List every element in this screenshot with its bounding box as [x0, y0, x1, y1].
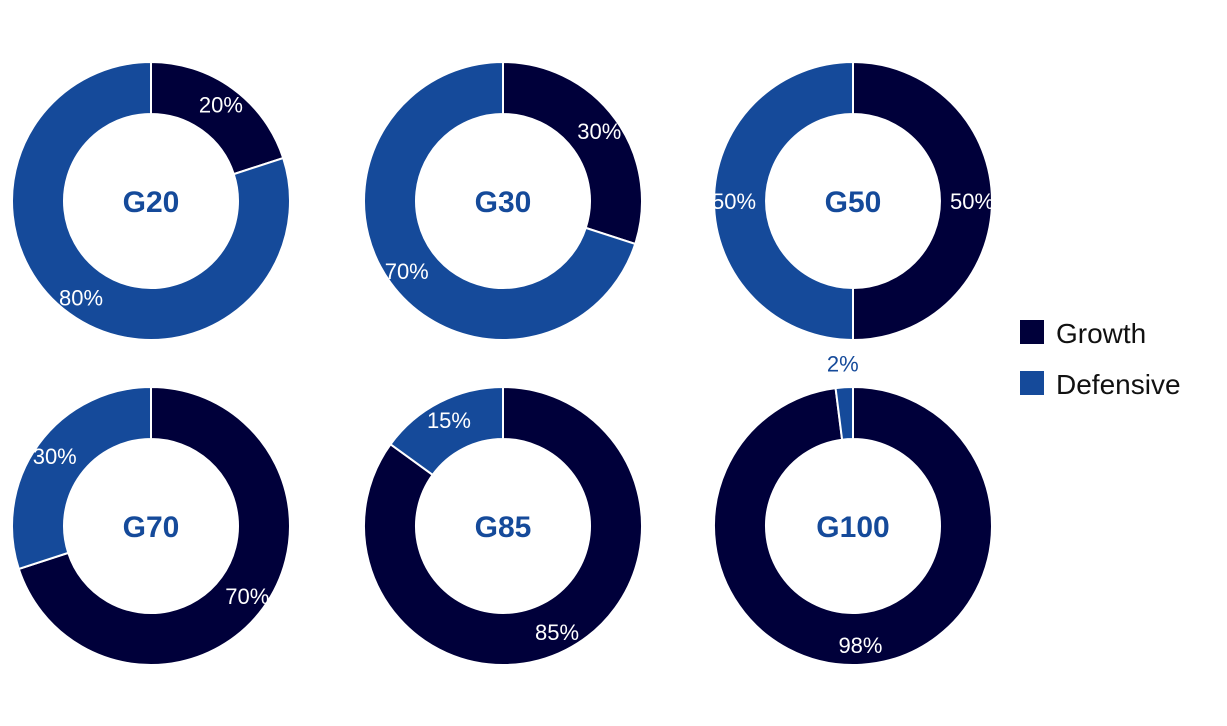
slice-label-g85-defensive: 15% — [427, 408, 471, 433]
donut-g100: 98% 2% G100 — [713, 351, 993, 666]
slice-g85-growth — [363, 385, 643, 666]
slice-label-g30-growth: 30% — [577, 119, 621, 144]
slice-label-g50-defensive: 50% — [712, 189, 756, 214]
slice-label-g50-growth: 50% — [950, 189, 994, 214]
slice-label-g100-defensive: 2% — [827, 351, 859, 376]
slice-label-g30-defensive: 70% — [385, 259, 429, 284]
slice-g50-growth — [852, 60, 993, 342]
legend-item-defensive: Defensive — [1020, 369, 1181, 400]
legend-swatch-defensive — [1020, 371, 1044, 395]
slice-g20-growth — [150, 60, 285, 176]
slice-label-g85-growth: 85% — [535, 620, 579, 645]
legend-label-growth: Growth — [1056, 318, 1146, 349]
slice-label-g100-growth: 98% — [838, 633, 882, 658]
slice-g85-defensive — [389, 385, 504, 477]
center-label-g100: G100 — [816, 511, 889, 544]
legend-item-growth: Growth — [1020, 318, 1146, 349]
donut-g50: 50% 50% G50 — [712, 60, 994, 342]
slice-g70-defensive — [11, 385, 152, 571]
slice-g100-growth — [713, 385, 993, 666]
center-label-g30: G30 — [475, 186, 532, 219]
slice-g70-growth — [17, 385, 291, 666]
slice-label-g70-defensive: 30% — [33, 444, 77, 469]
legend-label-defensive: Defensive — [1056, 369, 1181, 400]
legend: Growth Defensive — [1020, 318, 1181, 400]
center-label-g85: G85 — [475, 511, 532, 544]
slice-g30-defensive — [363, 60, 637, 341]
donut-g70: 70% 30% G70 — [11, 385, 291, 666]
slice-label-g70-growth: 70% — [225, 584, 269, 609]
slice-g20-defensive — [11, 60, 291, 341]
donut-charts: 20% 80% G20 30% 70% G30 50% 50% G50 70% 30% G70 85% 1… — [11, 60, 994, 666]
donut-g20: 20% 80% G20 — [11, 60, 291, 341]
donut-g85: 85% 15% G85 — [363, 385, 643, 666]
slice-label-g20-growth: 20% — [199, 93, 243, 118]
center-label-g70: G70 — [123, 511, 180, 544]
slice-g50-defensive — [713, 60, 854, 342]
slice-g30-growth — [502, 60, 643, 246]
slice-label-g20-defensive: 80% — [59, 285, 103, 310]
center-label-g20: G20 — [123, 186, 180, 219]
slice-g100-defensive — [834, 385, 854, 441]
legend-swatch-growth — [1020, 320, 1044, 344]
donut-g30: 30% 70% G30 — [363, 60, 643, 341]
center-label-g50: G50 — [825, 186, 882, 219]
